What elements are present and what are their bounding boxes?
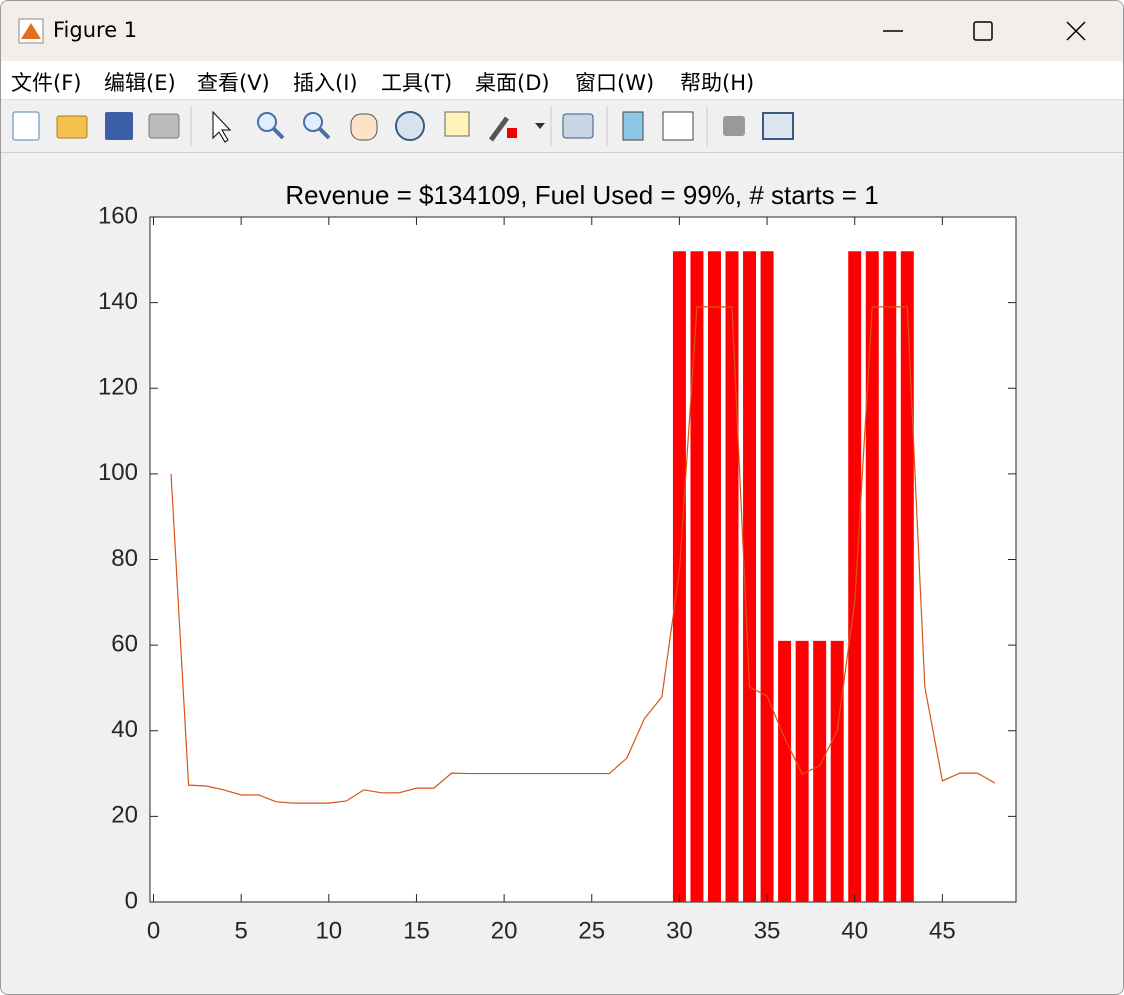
menu-item[interactable]: 窗口(W) [575, 71, 655, 95]
toolbar-buttons[interactable] [12, 106, 794, 146]
x-tick-label: 40 [841, 917, 868, 944]
figure-canvas: Revenue = $134109, Fuel Used = 99%, # st… [98, 180, 1017, 944]
close-button[interactable] [1066, 21, 1086, 41]
x-tick-label: 20 [491, 917, 518, 944]
bar [707, 251, 721, 902]
x-tick-label: 35 [754, 917, 781, 944]
menu-bar: 文件(F) 编辑(E) 查看(V) 插入(I) 工具(T) 桌面(D) 窗口(W) 帮助(H) [1, 61, 1123, 100]
x-tick-label: 0 [147, 917, 160, 944]
bar [795, 640, 809, 902]
y-tick-label: 120 [98, 374, 138, 401]
menu-item[interactable]: 查看(V) [197, 71, 270, 95]
x-tick-label: 45 [929, 917, 956, 944]
menu-item[interactable]: 帮助(H) [680, 71, 755, 95]
x-tick-label: 15 [403, 917, 430, 944]
y-tick-label: 140 [98, 288, 138, 315]
y-tick-label: 0 [125, 887, 138, 914]
bar [865, 251, 879, 902]
menu-item[interactable]: 桌面(D) [475, 71, 550, 95]
bar [883, 251, 897, 902]
menu-item[interactable]: 工具(T) [381, 71, 453, 95]
maximize-button[interactable] [973, 21, 993, 41]
menu-item[interactable]: 编辑(E) [104, 71, 176, 95]
x-tick-label: 10 [315, 917, 342, 944]
x-tick-label: 25 [578, 917, 605, 944]
window-title: Figure 1 [53, 18, 138, 42]
toolbar [1, 100, 1123, 153]
bar [690, 251, 704, 902]
bar [848, 251, 862, 902]
y-tick-label: 60 [111, 630, 138, 657]
title-bar: Figure 1 [1, 1, 1123, 61]
bar [813, 640, 827, 902]
x-tick-label: 5 [234, 917, 247, 944]
bar [900, 251, 914, 902]
bar [725, 251, 739, 902]
menu-item[interactable]: 文件(F) [11, 71, 82, 95]
menu-item[interactable]: 插入(I) [293, 71, 358, 95]
y-tick-label: 40 [111, 716, 138, 743]
app-icon-shape [21, 23, 41, 39]
toolbar-icons [12, 106, 794, 146]
y-tick-label: 160 [98, 202, 138, 229]
bar [672, 251, 686, 902]
chart-title: Revenue = $134109, Fuel Used = 99%, # st… [285, 180, 878, 210]
y-tick-label: 80 [111, 545, 138, 572]
line [170, 306, 996, 804]
bar [743, 251, 757, 902]
y-tick-label: 20 [111, 802, 138, 829]
y-tick-label: 100 [98, 459, 138, 486]
bar [760, 251, 774, 902]
bar [830, 640, 844, 902]
bar [778, 640, 792, 902]
title-bar-graphics [18, 18, 1086, 44]
x-tick-label: 30 [666, 917, 693, 944]
